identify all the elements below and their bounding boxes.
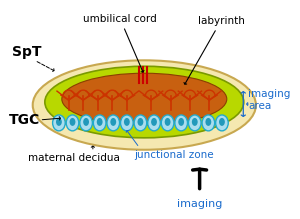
Ellipse shape: [83, 118, 89, 126]
Text: imaging: imaging: [177, 199, 222, 209]
Ellipse shape: [70, 118, 75, 126]
Ellipse shape: [161, 115, 174, 131]
Text: maternal decidua: maternal decidua: [28, 153, 119, 163]
Ellipse shape: [52, 115, 65, 131]
Ellipse shape: [97, 118, 103, 126]
Text: TGC: TGC: [8, 113, 40, 127]
Ellipse shape: [110, 118, 116, 126]
Ellipse shape: [134, 115, 147, 131]
Ellipse shape: [62, 73, 227, 125]
Ellipse shape: [219, 118, 225, 126]
Ellipse shape: [148, 115, 160, 131]
Ellipse shape: [66, 115, 79, 131]
Ellipse shape: [216, 115, 228, 131]
Ellipse shape: [165, 118, 170, 126]
Ellipse shape: [192, 118, 198, 126]
Ellipse shape: [175, 115, 188, 131]
Text: junctional zone: junctional zone: [135, 150, 214, 160]
Ellipse shape: [188, 115, 201, 131]
Text: imaging
area: imaging area: [248, 89, 290, 111]
Ellipse shape: [33, 60, 256, 150]
Text: umbilical cord: umbilical cord: [83, 14, 157, 72]
Ellipse shape: [45, 66, 244, 138]
Ellipse shape: [206, 118, 211, 126]
Ellipse shape: [202, 115, 215, 131]
Ellipse shape: [107, 115, 120, 131]
Text: labyrinth: labyrinth: [184, 16, 244, 84]
Ellipse shape: [151, 118, 157, 126]
Ellipse shape: [80, 115, 92, 131]
Ellipse shape: [178, 118, 184, 126]
Ellipse shape: [93, 115, 106, 131]
Ellipse shape: [56, 118, 62, 126]
Ellipse shape: [124, 118, 130, 126]
Ellipse shape: [137, 118, 143, 126]
Ellipse shape: [121, 115, 133, 131]
Text: SpT: SpT: [12, 45, 42, 59]
